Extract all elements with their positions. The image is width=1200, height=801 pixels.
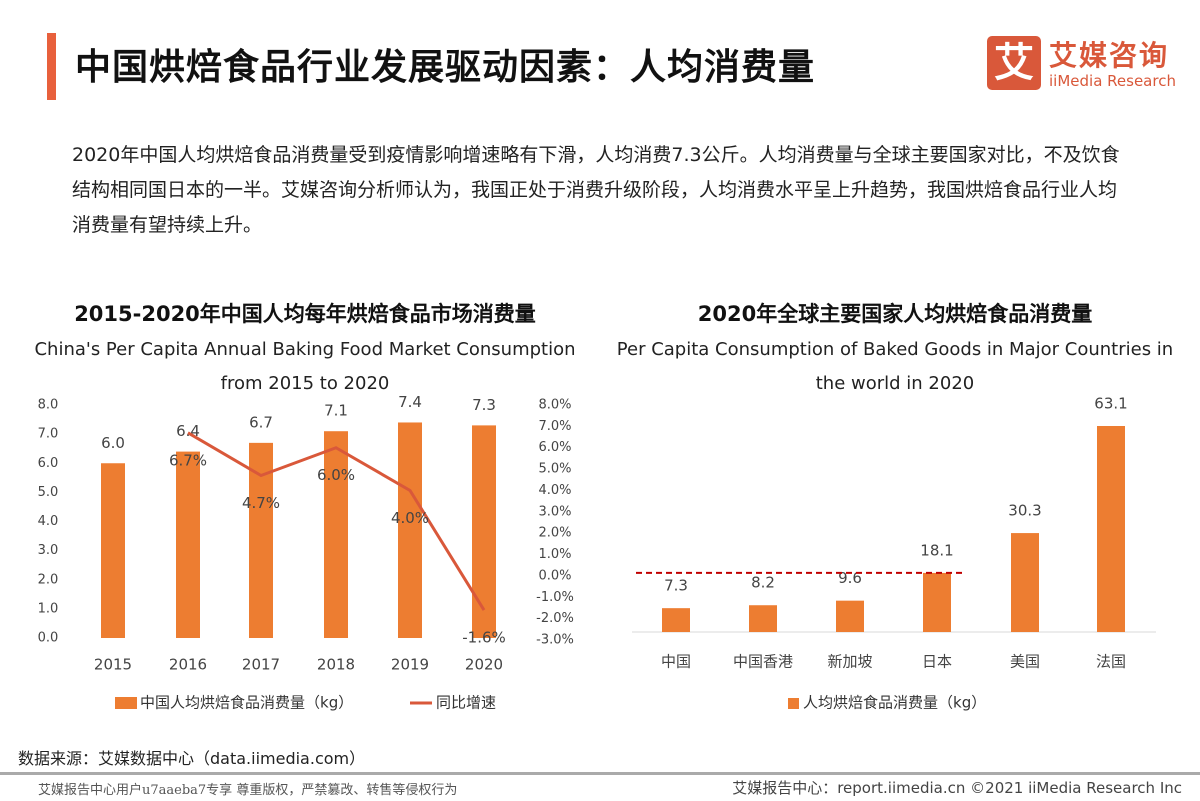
legend-line-label: 同比增速 [436,694,496,712]
right-axis-tick: 5.0% [538,462,571,477]
category-label: 2016 [169,656,207,674]
line-data-label: 6.0% [317,466,355,484]
category-label: 中国 [661,653,691,671]
right-axis-tick: 6.0% [538,440,571,455]
legend-bar-swatch [115,697,137,709]
bar [836,600,864,632]
bar-data-label: 63.1 [1094,395,1127,413]
line-data-label: -1.6% [462,629,506,647]
bar [398,422,422,638]
right-axis-tick: 3.0% [538,504,571,519]
bar-data-label: 6.7 [249,413,273,431]
bar [749,605,777,632]
bar [662,608,690,632]
category-label: 美国 [1010,653,1040,671]
growth-line [187,431,486,611]
logo-icon: 艾 [987,36,1041,90]
left-axis-tick: 5.0 [38,485,59,500]
logo-en: iiMedia Research [1049,72,1176,90]
left-axis-tick: 7.0 [38,427,59,442]
title-accent-bar [47,33,56,100]
line-data-label: 6.7% [169,451,207,469]
bar [1097,426,1125,632]
data-source: 数据来源：艾媒数据中心（data.iimedia.com） [18,749,366,768]
bar [1011,533,1039,632]
category-label: 2020 [465,656,503,674]
right-axis-tick: 1.0% [538,547,571,562]
right-chart-subtitle: Per Capita Consumption of Baked Goods in… [616,339,1174,394]
category-label: 2018 [317,656,355,674]
left-axis-tick: 8.0 [38,398,59,413]
bar-data-label: 7.1 [324,402,348,420]
line-data-label: 4.7% [242,494,280,512]
left-axis-tick: 6.0 [38,456,59,471]
bar [324,431,348,638]
bar-data-label: 18.1 [920,541,953,559]
bar-data-label: 6.0 [101,434,125,452]
footer-copyright-notice: 艾媒报告中心用户u7aaeba7专享 尊重版权，严禁篡改、转售等侵权行为 [38,783,458,798]
right-axis-tick: 8.0% [538,398,571,413]
right-axis-tick: 0.0% [538,568,571,583]
bar-data-label: 7.3 [664,577,688,595]
left-axis-tick: 2.0 [38,572,59,587]
left-chart-title: 2015-2020年中国人均每年烘焙食品市场消费量 [74,302,536,326]
summary-text: 2020年中国人均烘焙食品消费量受到疫情影响增速略有下滑，人均消费7.3公斤。人… [72,144,1120,236]
category-label: 法国 [1096,653,1126,671]
legend-bar-swatch [788,698,799,709]
right-axis-tick: -1.0% [536,590,574,605]
legend-bar-label: 中国人均烘焙食品消费量（kg） [140,694,353,712]
footer-divider [0,772,1200,775]
category-label: 新加坡 [827,653,872,671]
bar [176,451,200,638]
bar [472,425,496,638]
category-label: 2019 [391,656,429,674]
left-axis-tick: 3.0 [38,543,59,558]
right-chart-title: 2020年全球主要国家人均烘焙食品消费量 [697,302,1093,326]
category-label: 2017 [242,656,280,674]
left-axis-tick: 4.0 [38,514,59,529]
left-axis-tick: 0.0 [38,631,59,646]
right-axis-tick: -2.0% [536,611,574,626]
legend-bar-label: 人均烘焙食品消费量（kg） [803,694,986,712]
left-axis-tick: 1.0 [38,601,59,616]
right-axis-tick: 2.0% [538,526,571,541]
page-title: 中国烘焙食品行业发展驱动因素：人均消费量 [75,47,816,88]
bar [923,572,951,632]
category-label: 中国香港 [733,653,793,671]
logo-cn: 艾媒咨询 [1049,39,1170,72]
right-axis-tick: 4.0% [538,483,571,498]
bar-data-label: 9.6 [838,569,862,587]
line-data-label: 4.0% [391,509,429,527]
category-label: 2015 [94,656,132,674]
bar-data-label: 8.2 [751,574,775,592]
bar-data-label: 30.3 [1008,502,1041,520]
right-axis-tick: -3.0% [536,633,574,648]
iimedia-logo: 艾 艾媒咨询 iiMedia Research [987,34,1187,94]
left-chart-subtitle: China's Per Capita Annual Baking Food Ma… [34,339,576,394]
footer-site: 艾媒报告中心：report.iimedia.cn ©2021 iiMedia R… [732,779,1182,797]
bar-data-label: 7.3 [472,396,496,414]
category-label: 日本 [922,653,952,671]
bar [101,463,125,638]
right-axis-tick: 7.0% [538,419,571,434]
bar-data-label: 7.4 [398,393,422,411]
